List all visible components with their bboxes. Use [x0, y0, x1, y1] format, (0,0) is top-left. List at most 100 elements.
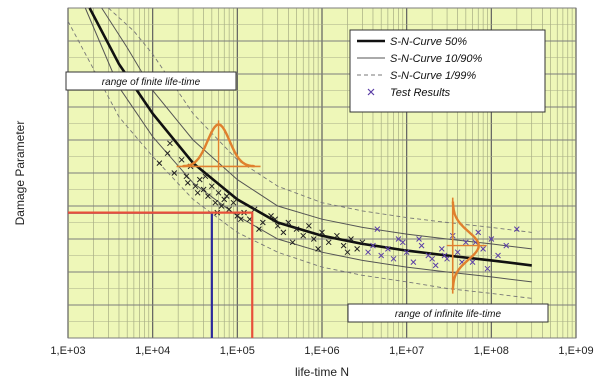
test-result-point: [418, 242, 425, 249]
x-tick-label: 1,E+07: [389, 345, 424, 357]
test-result-point: [164, 150, 171, 157]
test-result-point: [385, 246, 391, 252]
annotation-infinite-box: [347, 303, 549, 323]
test-result-point: [374, 226, 381, 232]
test-result-point: [513, 226, 520, 232]
test-result-point: [200, 186, 207, 193]
test-result-point: [274, 222, 281, 229]
test-result-point: [403, 249, 410, 256]
test-result-point: [256, 226, 262, 232]
test-result-point: [237, 216, 244, 223]
test-result-point: [469, 259, 476, 265]
test-result-point: [202, 173, 209, 180]
series-line-3: [67, 20, 532, 299]
test-result-point: [300, 232, 307, 239]
test-result-point: [365, 249, 371, 256]
test-result-point: [359, 239, 366, 246]
annotation-finite: range of finite life-time: [65, 71, 237, 91]
test-result-point: [289, 239, 296, 246]
x-tick-label: 1,E+05: [220, 345, 255, 357]
test-result-point: [325, 239, 332, 246]
y-axis-label: Damage Parameter: [13, 121, 27, 226]
test-result-point: [196, 176, 203, 183]
test-result-point: [319, 229, 325, 236]
test-result-point: [226, 206, 232, 213]
x-tick-label: 1,E+06: [304, 345, 339, 357]
reference-line-1: [68, 211, 254, 338]
x-axis-label: life-time N: [295, 365, 349, 379]
sn-curves: [67, 7, 532, 299]
test-result-point: [156, 160, 163, 166]
test-result-point: [441, 252, 448, 259]
legend-label-0: S-N-Curve 50%: [390, 36, 467, 48]
series-line-0: [88, 7, 532, 267]
test-result-point: [432, 262, 439, 269]
test-result-point: [438, 246, 445, 252]
test-result-point: [268, 213, 274, 219]
test-result-point: [416, 236, 422, 242]
test-result-point: [212, 199, 219, 206]
test-result-point: [390, 255, 397, 262]
test-result-point: [503, 242, 510, 249]
distribution-bells: [176, 120, 487, 294]
x-tick-label: 1,E+04: [135, 345, 170, 357]
legend-label-1: S-N-Curve 10/90%: [390, 53, 483, 65]
test-result-point: [259, 219, 266, 226]
test-result-point: [223, 193, 230, 199]
test-result-point: [285, 219, 292, 226]
legend-swatch-test-results: [367, 88, 375, 96]
test-result-point: [167, 140, 173, 147]
test-result-point: [475, 229, 482, 236]
test-result-point: [370, 242, 376, 249]
test-result-point: [480, 246, 486, 252]
test-result-point: [410, 259, 417, 265]
test-result-point: [395, 236, 402, 242]
test-result-point: [484, 265, 491, 272]
test-result-point: [280, 229, 287, 236]
test-result-point: [208, 183, 215, 190]
test-result-point: [194, 189, 201, 196]
test-result-point: [215, 189, 222, 196]
annotation-finite-box: [65, 71, 237, 91]
test-result-point: [334, 232, 340, 239]
legend: S-N-Curve 50% S-N-Curve 10/90% S-N-Curve 1…: [349, 29, 546, 113]
test-result-point: [429, 255, 436, 262]
test-results: [156, 140, 520, 272]
grid: [67, 7, 577, 339]
test-result-point: [354, 246, 360, 252]
annotation-finite-text: range of finite life-time: [102, 77, 201, 88]
test-result-point: [306, 222, 312, 229]
test-result-point: [488, 236, 495, 242]
legend-label-test-results: Test Results: [390, 87, 451, 99]
test-result-point: [218, 203, 225, 209]
annotation-infinite: range of infinite life-time: [347, 303, 549, 323]
series-line-1: [84, 7, 532, 283]
x-tick-label: 1,E+09: [558, 345, 593, 357]
test-result-point: [344, 249, 351, 256]
test-result-point: [310, 236, 317, 242]
test-result-point: [184, 180, 191, 186]
test-result-point: [272, 216, 279, 223]
legend-box: [349, 29, 546, 113]
test-result-point: [340, 242, 347, 249]
series-line-4: [108, 7, 532, 233]
x-tick-labels: 1,E+03 1,E+04 1,E+05 1,E+06 1,E+07 1,E+08 1,E+…: [50, 345, 593, 357]
test-result-point: [230, 199, 237, 206]
test-result-point: [454, 249, 461, 256]
test-result-point: [171, 170, 178, 176]
test-result-point: [462, 239, 469, 246]
legend-label-3: S-N-Curve 1/99%: [390, 70, 476, 82]
test-result-point: [251, 206, 258, 213]
test-result-point: [444, 255, 450, 262]
test-result-point: [183, 173, 190, 180]
test-result-point: [221, 196, 228, 203]
annotation-infinite-text: range of infinite life-time: [395, 309, 502, 320]
test-result-point: [205, 193, 211, 199]
test-result-point: [178, 156, 185, 163]
test-result-point: [378, 252, 385, 259]
reference-lines: [68, 211, 254, 338]
test-result-point: [315, 246, 321, 252]
test-result-point: [399, 239, 406, 246]
test-result-point: [348, 236, 354, 242]
